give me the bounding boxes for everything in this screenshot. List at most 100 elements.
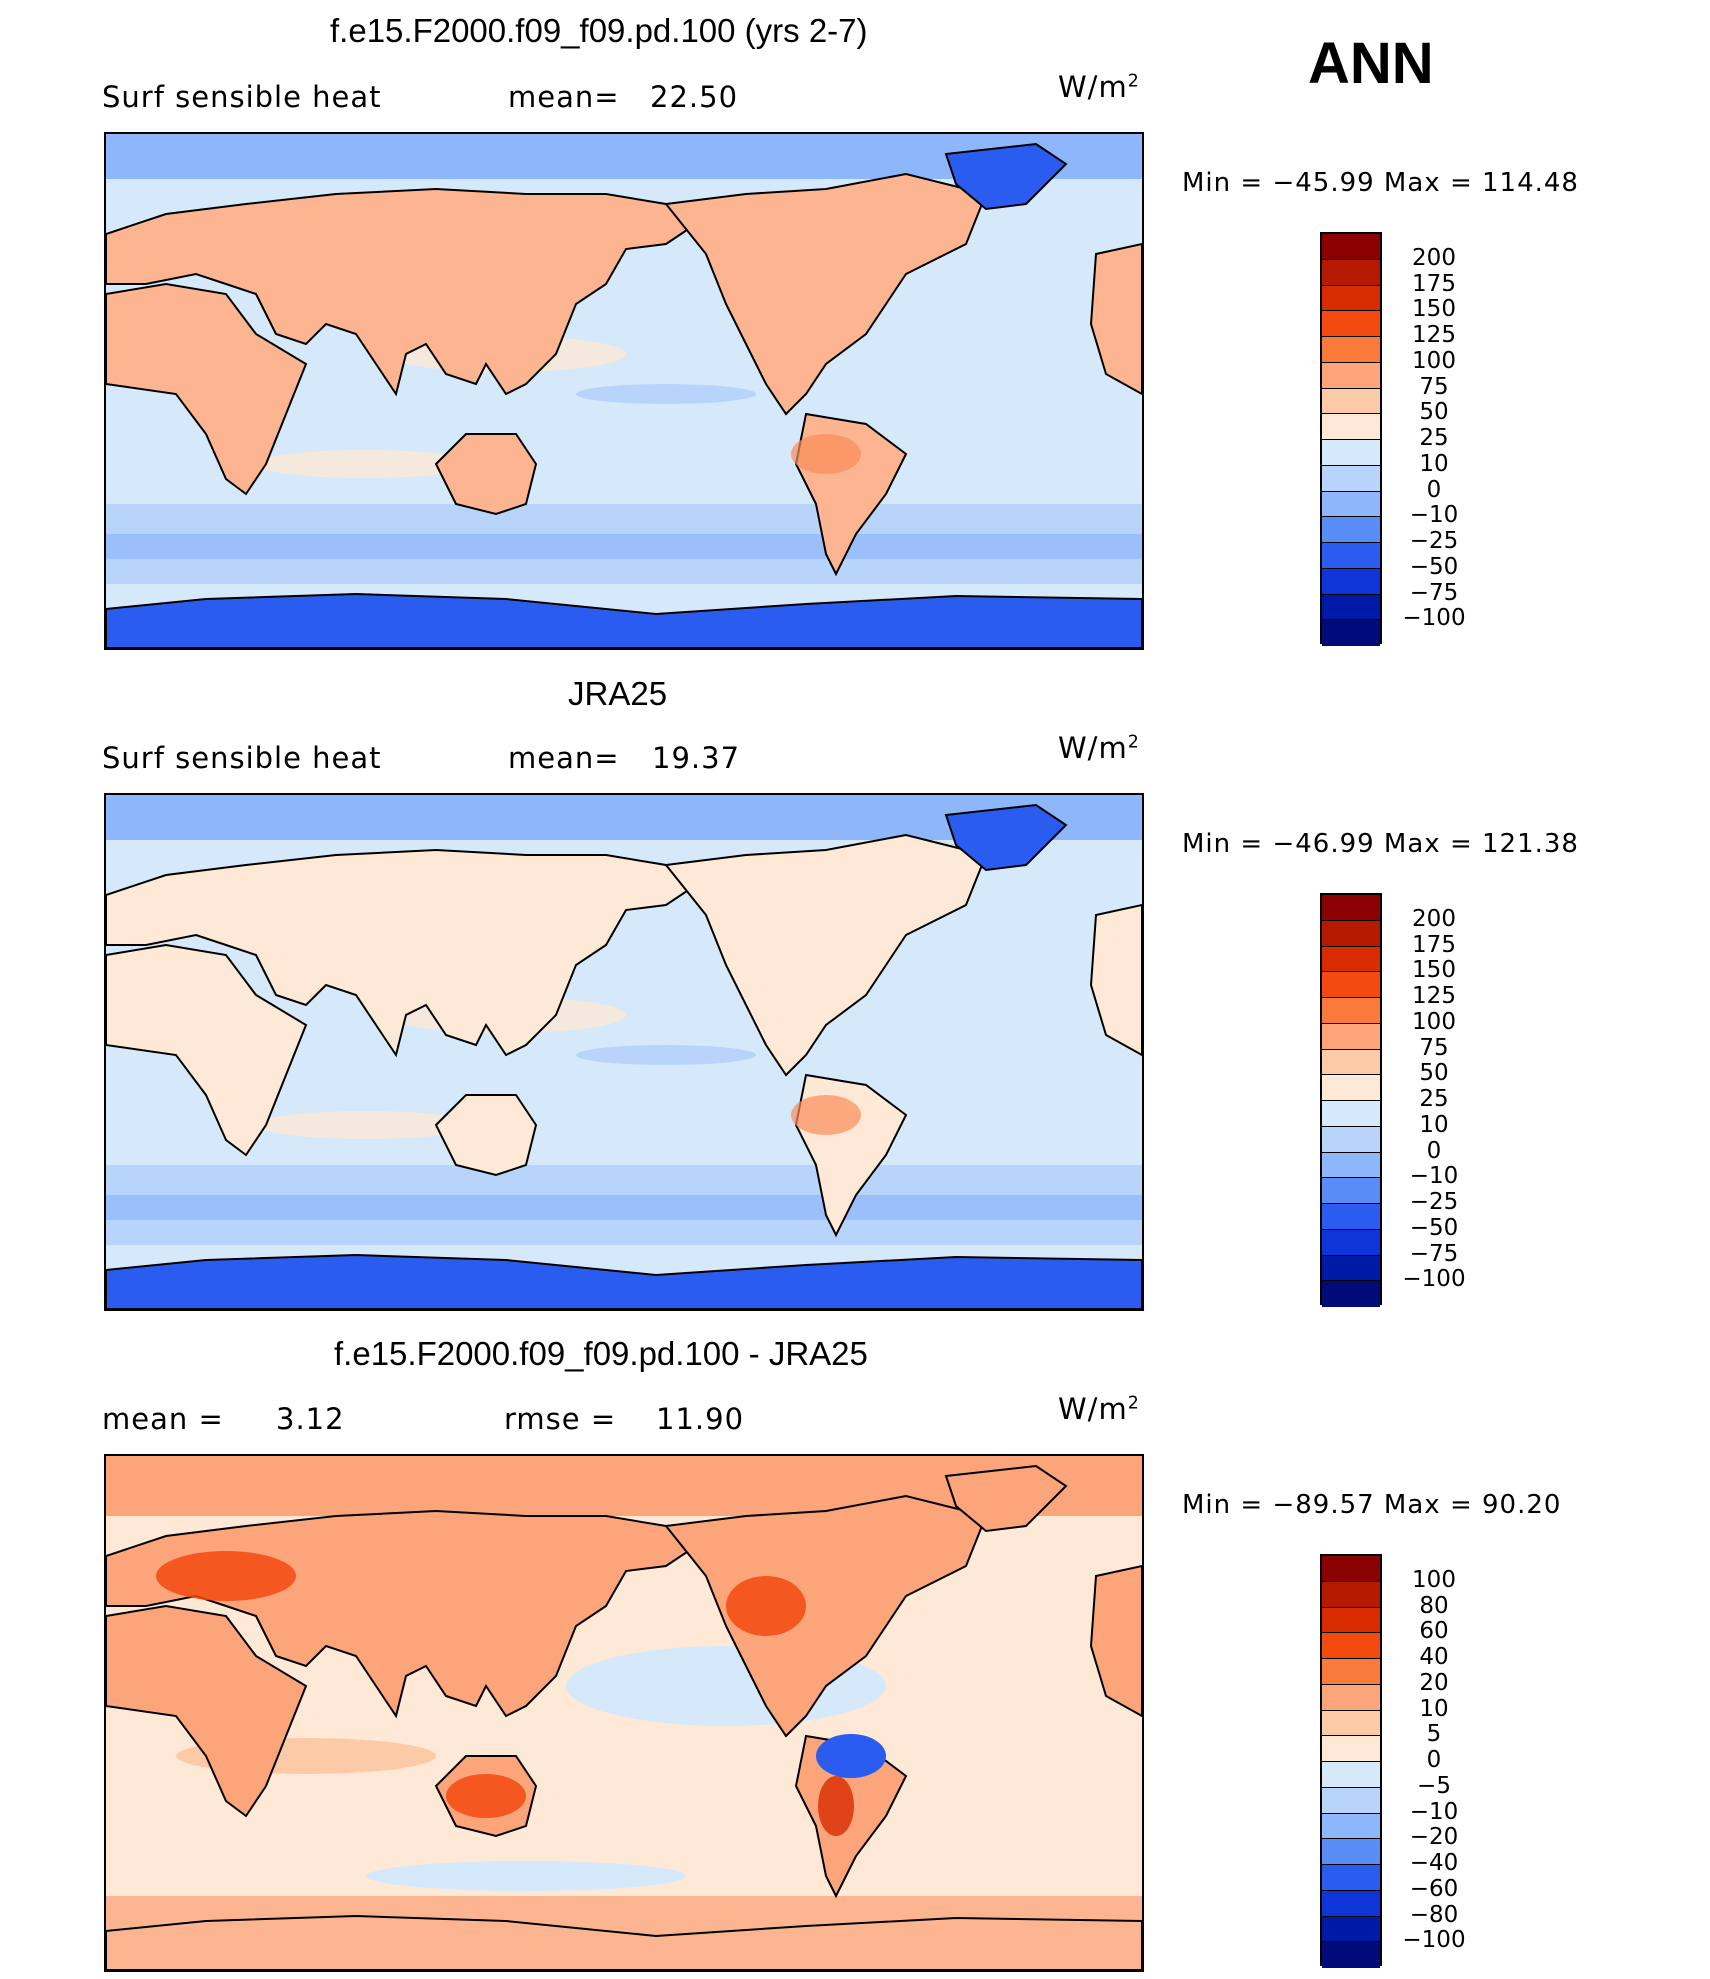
colorbar-swatch <box>1322 1152 1380 1179</box>
panel-1-colorbar <box>1320 232 1382 646</box>
colorbar-label: 0 <box>1426 476 1442 503</box>
colorbar-swatch <box>1322 311 1380 337</box>
colorbar-swatch <box>1322 1075 1380 1101</box>
colorbar-label: 50 <box>1419 399 1449 426</box>
season-label: ANN <box>1308 31 1434 96</box>
colorbar-swatch <box>1322 920 1380 947</box>
colorbar-label: −100 <box>1402 1266 1466 1293</box>
colorbar-label: −50 <box>1409 553 1459 580</box>
colorbar-swatch <box>1322 1581 1380 1608</box>
colorbar-label: 150 <box>1412 296 1456 323</box>
colorbar-swatch <box>1322 946 1380 973</box>
colorbar-swatch <box>1322 388 1380 415</box>
panel-3-mean-value: 3.12 <box>276 1402 345 1436</box>
colorbar-swatch <box>1322 594 1380 621</box>
colorbar-label: −40 <box>1409 1850 1459 1876</box>
colorbar-label: −100 <box>1402 605 1466 632</box>
colorbar-label: −75 <box>1409 1240 1459 1267</box>
panel-1-variable-label: Surf sensible heat <box>102 80 382 114</box>
colorbar-label: 50 <box>1419 1060 1449 1087</box>
colorbar-swatch <box>1322 465 1380 492</box>
panel-2-variable-label: Surf sensible heat <box>102 741 382 775</box>
colorbar-label: 150 <box>1412 957 1456 984</box>
colorbar-swatch <box>1322 285 1380 312</box>
panel-3-map-graphic <box>106 1456 1142 1970</box>
panel-3-rmse-value: 11.90 <box>656 1402 745 1436</box>
panel-1-title: f.e15.F2000.f09_f09.pd.100 (yrs 2-7) <box>330 12 868 49</box>
colorbar-label: −20 <box>1409 1824 1459 1851</box>
colorbar-swatch <box>1322 234 1380 260</box>
panel-1-mean-value: 22.50 <box>650 80 739 114</box>
colorbar-label: 0 <box>1426 1747 1442 1773</box>
colorbar-label: 60 <box>1419 1618 1449 1645</box>
colorbar-label: −25 <box>1409 528 1459 554</box>
colorbar-swatch <box>1322 1556 1380 1582</box>
colorbar-swatch <box>1322 1710 1380 1737</box>
colorbar-swatch <box>1322 998 1380 1024</box>
colorbar-swatch <box>1322 259 1380 286</box>
colorbar-label: −80 <box>1409 1901 1459 1928</box>
colorbar-label: −5 <box>1417 1772 1451 1799</box>
colorbar-swatch <box>1322 362 1380 389</box>
colorbar-swatch <box>1322 1049 1380 1076</box>
colorbar-swatch <box>1322 337 1380 363</box>
colorbar-label: −10 <box>1409 502 1459 529</box>
colorbar-swatch <box>1322 1736 1380 1762</box>
colorbar-swatch <box>1322 1890 1380 1917</box>
colorbar-label: −60 <box>1409 1875 1459 1902</box>
colorbar-swatch <box>1322 972 1380 998</box>
colorbar-label: 200 <box>1412 244 1456 271</box>
colorbar-swatch <box>1322 491 1380 518</box>
panel-1-map-graphic <box>106 134 1142 648</box>
colorbar-label: 175 <box>1412 931 1456 958</box>
colorbar-label: 25 <box>1419 425 1449 451</box>
colorbar-label: −100 <box>1402 1927 1466 1954</box>
panel-2-mean-value: 19.37 <box>652 741 741 775</box>
colorbar-label: 200 <box>1412 905 1456 932</box>
colorbar-label: 100 <box>1412 1566 1456 1593</box>
colorbar-swatch <box>1322 1633 1380 1659</box>
panel-2-title: JRA25 <box>568 675 668 712</box>
colorbar-label: 40 <box>1419 1644 1449 1670</box>
colorbar-swatch <box>1322 1204 1380 1230</box>
panel-2-map-graphic <box>106 795 1142 1309</box>
panel-2-mean-label: mean= <box>508 741 620 775</box>
panel-1-map <box>104 132 1144 650</box>
colorbar-label: 75 <box>1419 1034 1449 1061</box>
panel-2-minmax: Min = −46.99 Max = 121.38 <box>1182 829 1579 859</box>
colorbar-label: 100 <box>1412 347 1456 374</box>
colorbar-swatch <box>1322 1659 1380 1685</box>
colorbar-label: −10 <box>1409 1798 1459 1825</box>
colorbar-label: 75 <box>1419 373 1449 400</box>
panel-3-units: W/m2 <box>1058 1392 1140 1426</box>
colorbar-swatch <box>1322 1813 1380 1840</box>
panel-2-colorbar <box>1320 893 1382 1307</box>
panel-3-minmax: Min = −89.57 Max = 90.20 <box>1182 1490 1562 1520</box>
panel-3-rmse-label: rmse = <box>504 1402 617 1436</box>
colorbar-label: 125 <box>1412 322 1456 348</box>
colorbar-label: 125 <box>1412 983 1456 1009</box>
panel-1-units: W/m2 <box>1058 70 1140 104</box>
colorbar-swatch <box>1322 440 1380 466</box>
panel-3-colorbar <box>1320 1554 1382 1968</box>
colorbar-label: 10 <box>1419 1695 1449 1722</box>
colorbar-swatch <box>1322 1101 1380 1127</box>
colorbar-label: −25 <box>1409 1189 1459 1215</box>
panel-3-map <box>104 1454 1144 1972</box>
colorbar-swatch <box>1322 620 1380 646</box>
colorbar-swatch <box>1322 1178 1380 1204</box>
colorbar-swatch <box>1322 895 1380 921</box>
colorbar-swatch <box>1322 414 1380 440</box>
colorbar-label: 25 <box>1419 1086 1449 1112</box>
colorbar-swatch <box>1322 1126 1380 1153</box>
colorbar-swatch <box>1322 1839 1380 1865</box>
colorbar-label: 10 <box>1419 450 1449 477</box>
colorbar-label: −10 <box>1409 1163 1459 1190</box>
colorbar-label: 10 <box>1419 1111 1449 1138</box>
panel-3-mean-label: mean = <box>102 1402 224 1436</box>
panel-1-mean-label: mean= <box>508 80 620 114</box>
colorbar-swatch <box>1322 543 1380 569</box>
colorbar-swatch <box>1322 1023 1380 1050</box>
colorbar-swatch <box>1322 1787 1380 1814</box>
panel-3-title: f.e15.F2000.f09_f09.pd.100 - JRA25 <box>334 1335 868 1372</box>
